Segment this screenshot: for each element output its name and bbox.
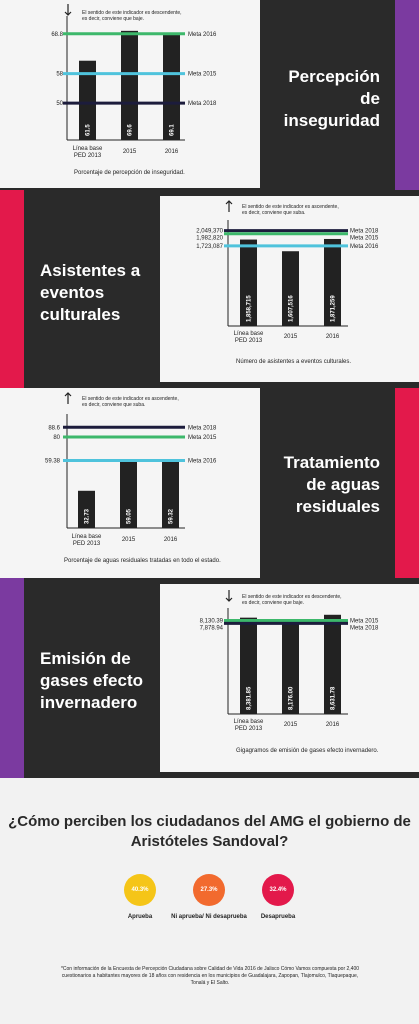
- accent-stripe-1: [395, 0, 419, 190]
- bar-value-label: 61.5: [86, 124, 92, 136]
- survey-title: ¿Cómo perciben los ciudadanos del AMG el…: [8, 813, 411, 850]
- target-tick-label: 8,130.39: [200, 619, 224, 625]
- chart-caption: Número de asistentes a eventos culturale…: [236, 359, 351, 365]
- bar-value-label: 32.73: [85, 508, 91, 524]
- section-title-4: Emisión de gases efecto invernadero: [40, 649, 143, 712]
- target-legend-label: Meta 2018: [188, 425, 217, 431]
- survey-label: Desaprueba: [260, 914, 296, 920]
- section-title-2: Asistentes a eventos culturales: [40, 261, 141, 324]
- survey-label: Ni aprueba/ Ni desaprueba: [171, 914, 247, 920]
- charts-layer: El sentido de este indicador es descende…: [45, 4, 379, 754]
- survey-circle: 40.3%: [124, 874, 156, 906]
- bar: [121, 30, 138, 141]
- target-legend-label: Meta 2015: [350, 619, 379, 625]
- category-label: PED 2013: [73, 541, 101, 547]
- bar-value-label: 59.05: [127, 508, 133, 524]
- survey-circle: 27.3%: [193, 874, 225, 906]
- bar-value-label: 8,381.85: [247, 686, 253, 710]
- indicator-note: es decir, conviene que suba.: [242, 210, 305, 216]
- section-title-1: Percepción de inseguridad: [283, 67, 380, 130]
- chart-3: El sentido de este indicador es ascenden…: [45, 392, 221, 564]
- category-label: Línea base: [73, 146, 103, 152]
- category-label: 2016: [326, 334, 340, 340]
- target-tick-label: 58: [56, 72, 63, 78]
- target-tick-label: 80: [53, 435, 60, 441]
- target-legend-label: Meta 2015: [188, 72, 217, 78]
- accent-stripe-4: [0, 578, 24, 778]
- target-tick-label: 68.8: [51, 32, 63, 38]
- category-label: Línea base: [234, 331, 264, 337]
- bar: [240, 617, 257, 714]
- bar-value-label: 1,607,516: [289, 295, 295, 322]
- target-tick-label: 88.6: [48, 425, 60, 431]
- indicator-note: El sentido de este indicador es ascenden…: [242, 204, 339, 210]
- bar: [120, 460, 137, 528]
- bar: [282, 251, 299, 326]
- category-label: PED 2013: [74, 153, 102, 159]
- indicator-note: El sentido de este indicador es descende…: [82, 10, 182, 16]
- bar-value-label: 1,871,259: [331, 295, 337, 322]
- bar: [240, 239, 257, 326]
- target-legend-label: Meta 2016: [188, 32, 217, 38]
- accent-stripe-2: [0, 190, 24, 388]
- target-tick-label: 1,982,820: [196, 236, 223, 242]
- arrow-up-icon: [64, 392, 72, 404]
- bar-value-label: 1,858,715: [247, 295, 253, 322]
- category-label: Línea base: [234, 719, 264, 725]
- footnote: *Con información de la Encuesta de Perce…: [60, 966, 360, 986]
- indicator-note: es decir, conviene que suba.: [82, 402, 145, 408]
- chart-caption: Gigagramos de emisión de gases efecto in…: [236, 748, 379, 754]
- bar: [324, 238, 341, 326]
- category-label: 2016: [164, 537, 178, 543]
- category-label: 2015: [284, 722, 298, 728]
- category-label: Línea base: [72, 534, 102, 540]
- indicator-note: es decir, conviene que baje.: [82, 16, 144, 22]
- category-label: 2016: [165, 149, 179, 155]
- indicator-note: El sentido de este indicador es ascenden…: [82, 396, 179, 402]
- category-label: 2015: [284, 334, 298, 340]
- bar: [163, 32, 180, 140]
- bar: [79, 60, 96, 140]
- category-label: PED 2013: [235, 726, 263, 732]
- chart-2: El sentido de este indicador es ascenden…: [196, 200, 379, 365]
- category-label: 2015: [122, 537, 136, 543]
- chart-caption: Porcentaje de aguas residuales tratadas …: [64, 558, 221, 564]
- bar: [78, 490, 95, 528]
- category-label: 2015: [123, 149, 137, 155]
- target-tick-label: 2,049,370: [196, 229, 223, 235]
- category-label: PED 2013: [235, 338, 263, 344]
- bar-value-label: 59.32: [169, 508, 175, 524]
- chart-caption: Porcentaje de percepción de inseguridad.: [74, 170, 185, 176]
- bar: [282, 620, 299, 714]
- category-label: 2016: [326, 722, 340, 728]
- chart-4: El sentido de este indicador es descende…: [200, 590, 379, 754]
- target-tick-label: 1,723,087: [196, 244, 223, 250]
- target-legend-label: Meta 2016: [350, 244, 379, 250]
- target-tick-label: 50: [56, 101, 63, 107]
- indicator-note: es decir, conviene que baje.: [242, 600, 304, 606]
- chart-1: El sentido de este indicador es descende…: [51, 4, 217, 176]
- target-legend-label: Meta 2018: [350, 626, 379, 632]
- arrow-up-icon: [225, 200, 233, 212]
- target-legend-label: Meta 2016: [188, 458, 217, 464]
- target-legend-label: Meta 2018: [188, 101, 217, 107]
- arrow-down-icon: [225, 590, 233, 602]
- target-legend-label: Meta 2015: [188, 435, 217, 441]
- section-title-3: Tratamiento de aguas residuales: [283, 453, 380, 516]
- target-legend-label: Meta 2015: [350, 236, 379, 242]
- target-tick-label: 59.38: [45, 458, 61, 464]
- arrow-down-icon: [64, 4, 72, 16]
- accent-stripe-3: [395, 388, 419, 578]
- bar-value-label: 69.1: [170, 124, 176, 136]
- bar: [324, 614, 341, 714]
- bar-value-label: 69.6: [128, 124, 134, 136]
- target-legend-label: Meta 2018: [350, 229, 379, 235]
- target-tick-label: 7,878.94: [200, 626, 224, 632]
- survey-circle: 32.4%: [262, 874, 294, 906]
- bar: [162, 460, 179, 528]
- indicator-note: El sentido de este indicador es descende…: [242, 594, 342, 600]
- bar-value-label: 8,176.00: [289, 686, 295, 710]
- bar-value-label: 8,631.78: [331, 686, 337, 710]
- survey-label: Aprueba: [127, 914, 153, 920]
